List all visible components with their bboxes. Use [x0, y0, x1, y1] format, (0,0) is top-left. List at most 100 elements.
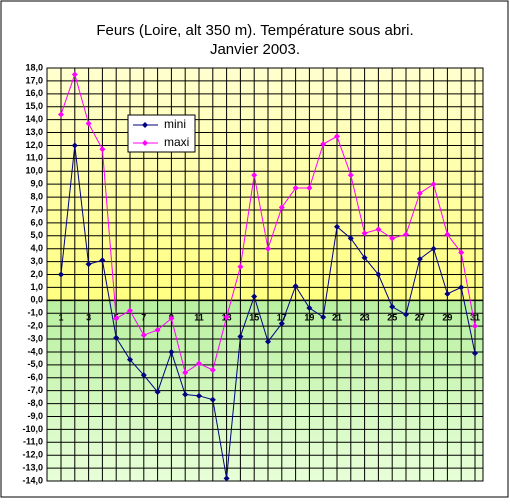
y-tick-label: 9,0: [30, 179, 43, 189]
y-tick-label: 16,0: [25, 88, 43, 98]
data-point: [209, 367, 216, 374]
legend-label: mini: [164, 117, 186, 131]
data-point: [251, 293, 258, 300]
data-point: [168, 348, 175, 355]
data-point: [458, 249, 465, 256]
data-point: [265, 338, 271, 345]
data-point: [292, 283, 299, 290]
data-point: [278, 320, 285, 327]
y-tick-label: 18,0: [25, 62, 43, 72]
data-point: [444, 290, 451, 297]
y-tick-label: -5,0: [27, 359, 43, 369]
y-tick-label: -1,0: [27, 308, 43, 318]
y-tick-label: 10,0: [25, 166, 43, 176]
y-tick-label: 5,0: [30, 230, 43, 240]
data-point: [140, 372, 147, 379]
y-tick-label: 6,0: [30, 217, 43, 227]
x-tick-label: 23: [360, 313, 370, 323]
data-point: [265, 245, 271, 252]
y-tick-label: 14,0: [25, 114, 43, 124]
data-point: [403, 231, 409, 238]
y-tick-label: -12,0: [22, 450, 43, 460]
data-point: [430, 245, 437, 252]
data-point: [458, 284, 465, 291]
data-point: [320, 141, 327, 148]
y-tick-label: -6,0: [27, 372, 43, 382]
data-point: [113, 334, 120, 341]
data-point: [182, 391, 189, 398]
data-point: [182, 369, 189, 376]
y-tick-label: -8,0: [27, 398, 43, 408]
data-point: [375, 271, 382, 278]
legend: [127, 114, 196, 153]
y-tick-label: 1,0: [30, 282, 43, 292]
x-tick-label: 11: [194, 313, 204, 323]
y-tick-label: 4,0: [30, 243, 43, 253]
y-tick-label: -9,0: [27, 411, 43, 421]
data-point: [237, 333, 244, 340]
x-tick-label: 3: [86, 313, 91, 323]
x-tick-label: 21: [332, 313, 342, 323]
y-tick-label: 8,0: [30, 191, 43, 201]
y-tick-label: -13,0: [22, 462, 43, 472]
data-point: [320, 314, 327, 321]
data-point: [416, 256, 423, 263]
y-tick-label: -4,0: [27, 346, 43, 356]
data-point: [472, 350, 478, 357]
x-tick-label: 19: [304, 313, 314, 323]
data-point: [334, 223, 340, 230]
y-tick-label: 12,0: [25, 140, 43, 150]
data-point: [292, 185, 299, 192]
data-point: [85, 120, 92, 127]
data-point: [196, 360, 202, 367]
data-point: [58, 271, 64, 278]
data-point: [58, 111, 64, 118]
chart-subtitle: Janvier 2003.: [210, 41, 300, 58]
data-point: [389, 303, 396, 310]
data-point: [472, 323, 478, 330]
data-point: [347, 235, 354, 242]
y-tick-label: 15,0: [25, 101, 43, 111]
legend-marker: [142, 140, 148, 146]
data-point: [99, 257, 106, 264]
y-tick-label: -3,0: [27, 333, 43, 343]
data-point: [361, 230, 368, 237]
y-tick-label: 0,0: [30, 295, 43, 305]
legend-label: maxi: [164, 135, 189, 149]
data-point: [168, 315, 175, 322]
data-point: [416, 190, 423, 197]
x-tick-label: 7: [141, 313, 146, 323]
data-point: [154, 388, 161, 395]
data-point: [209, 396, 216, 403]
y-tick-label: -7,0: [27, 385, 43, 395]
y-tick-label: -2,0: [27, 321, 43, 331]
data-point: [71, 142, 78, 149]
data-point: [71, 71, 78, 78]
data-point: [251, 172, 258, 179]
data-point: [361, 254, 368, 261]
y-tick-label: 17,0: [25, 75, 43, 85]
data-point: [375, 226, 382, 233]
data-point: [127, 356, 133, 363]
data-point: [223, 314, 230, 321]
x-tick-label: 15: [249, 313, 259, 323]
data-point: [306, 185, 313, 192]
legend-marker: [142, 122, 148, 128]
data-point: [223, 475, 230, 482]
plot-border: [46, 67, 484, 482]
data-point: [306, 305, 313, 312]
y-tick-label: 13,0: [25, 127, 43, 137]
data-point: [389, 235, 396, 242]
data-point: [196, 392, 202, 399]
x-tick-label: 29: [442, 313, 452, 323]
data-point: [127, 307, 133, 314]
y-tick-label: 3,0: [30, 256, 43, 266]
data-point: [85, 261, 92, 268]
y-tick-label: -10,0: [22, 424, 43, 434]
data-point: [113, 315, 120, 322]
x-tick-label: 1: [58, 313, 63, 323]
data-point: [237, 263, 244, 270]
y-tick-label: -14,0: [22, 475, 43, 485]
data-point: [334, 133, 340, 140]
